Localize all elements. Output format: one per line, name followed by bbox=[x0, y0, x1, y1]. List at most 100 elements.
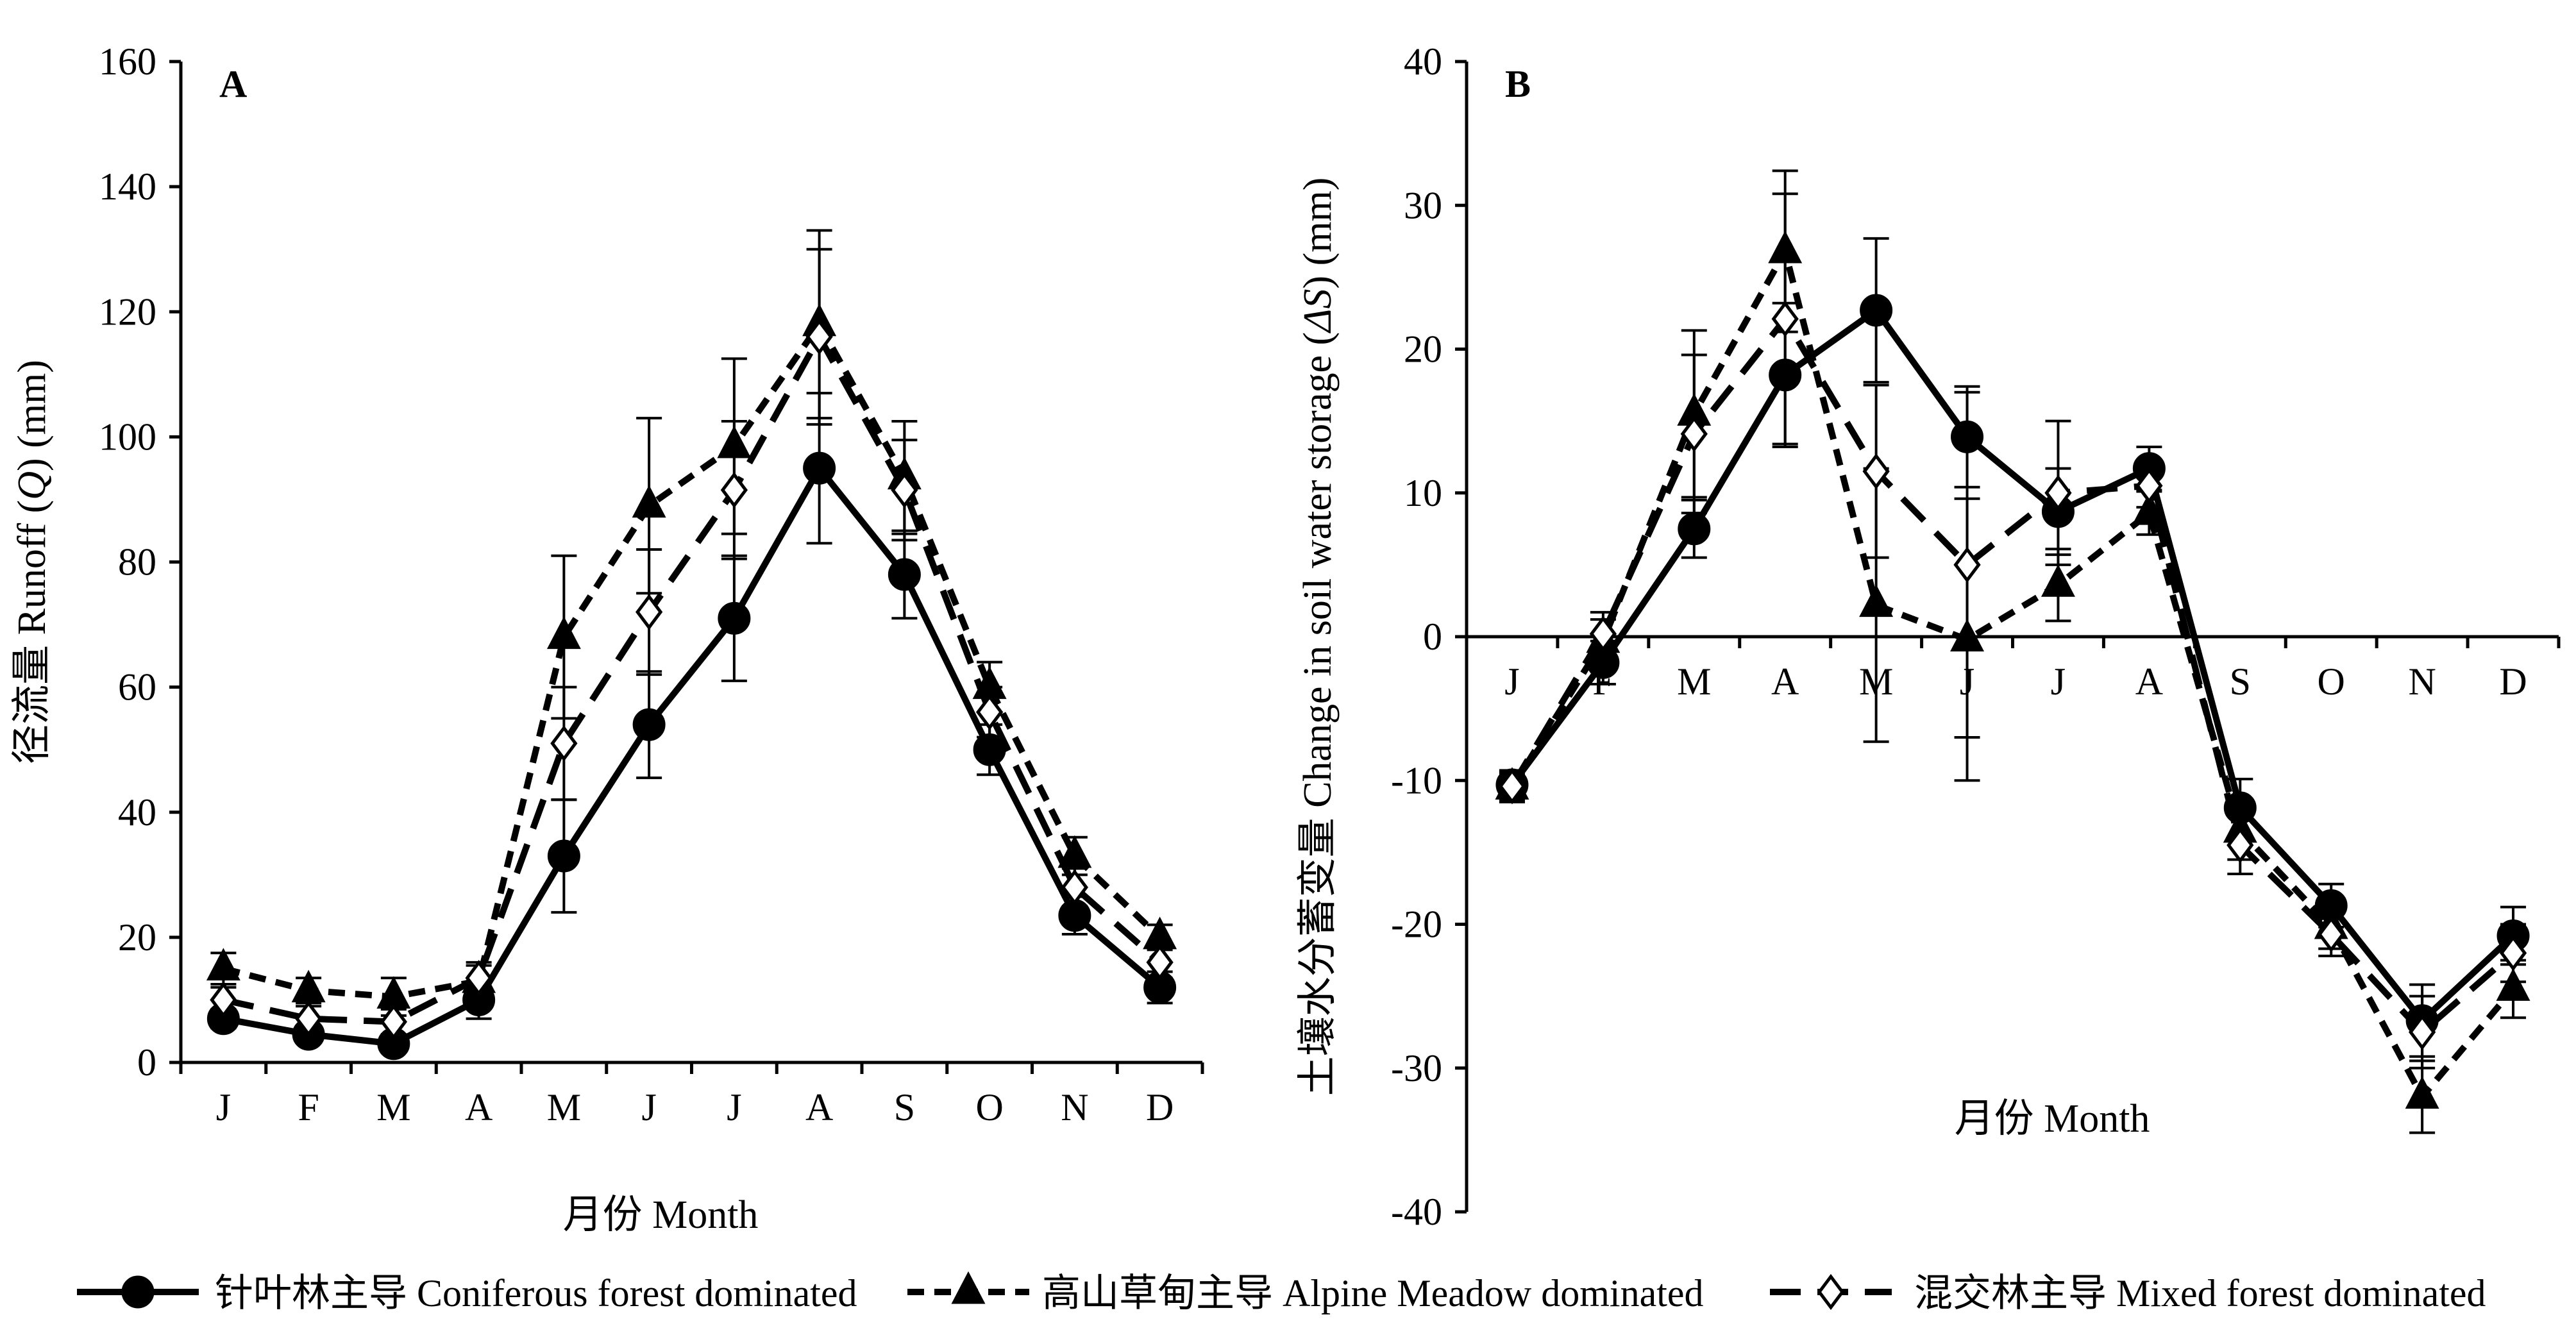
y-tick-label: 160 bbox=[99, 40, 156, 83]
series-line bbox=[1509, 315, 2516, 1036]
x-tick-label: M bbox=[376, 1086, 410, 1128]
x-tick-label: S bbox=[2230, 660, 2251, 703]
series-3 bbox=[1498, 192, 2527, 1069]
data-point bbox=[465, 960, 492, 996]
x-tick-label: F bbox=[298, 1086, 319, 1128]
data-point bbox=[1061, 869, 1088, 905]
legend-item-2: 高山草甸主导 Alpine Meadow dominated bbox=[907, 1271, 1704, 1314]
x-tick-label: O bbox=[2318, 660, 2345, 703]
legend-item-3: 混交林主导 Mixed forest dominated bbox=[1770, 1272, 2486, 1314]
data-point bbox=[210, 982, 237, 1018]
series-3 bbox=[210, 247, 1174, 1040]
data-point bbox=[1143, 916, 1177, 950]
x-tick-label: N bbox=[1061, 1086, 1088, 1128]
series-line bbox=[1509, 248, 2516, 1100]
y-tick-label: 10 bbox=[1404, 472, 1442, 514]
y-tick-label: 20 bbox=[118, 916, 156, 959]
x-tick-label: J bbox=[641, 1086, 656, 1128]
data-point bbox=[2044, 474, 2072, 511]
data-point bbox=[206, 948, 240, 981]
x-tick-label: A bbox=[805, 1086, 833, 1128]
x-tick-label: J bbox=[2051, 660, 2066, 703]
y-tick-label: 140 bbox=[99, 165, 156, 208]
data-point bbox=[2405, 1076, 2439, 1109]
data-point bbox=[295, 1000, 323, 1037]
series-line bbox=[223, 321, 1163, 1000]
series-2 bbox=[206, 229, 1177, 1017]
series-line bbox=[223, 333, 1162, 1025]
y-tick-label: 60 bbox=[118, 666, 156, 709]
data-point bbox=[1589, 616, 1617, 652]
series-line bbox=[223, 465, 1162, 1047]
data-point bbox=[1057, 835, 1092, 868]
y-tick-label: 40 bbox=[118, 791, 156, 834]
data-point bbox=[720, 472, 748, 508]
y-tick-label: 120 bbox=[99, 290, 156, 333]
data-point bbox=[2496, 968, 2530, 1001]
data-point bbox=[2227, 826, 2254, 864]
data-point bbox=[2318, 916, 2345, 953]
data-point bbox=[1146, 944, 1174, 981]
legend-label: 混交林主导 Mixed forest dominated bbox=[1914, 1272, 2486, 1314]
x-tick-label: M bbox=[1677, 660, 1711, 703]
legend-label: 高山草甸主导 Alpine Meadow dominated bbox=[1042, 1272, 1704, 1314]
y-tick-label: 20 bbox=[1404, 328, 1442, 371]
series-2 bbox=[1495, 169, 2530, 1134]
legend-marker bbox=[1817, 1273, 1845, 1311]
panel-label: B bbox=[1505, 63, 1531, 105]
x-tick-label: A bbox=[2135, 660, 2163, 703]
data-point bbox=[1498, 768, 1526, 805]
y-tick-label: -30 bbox=[1391, 1047, 1442, 1089]
x-tick-label: J bbox=[1504, 660, 1519, 703]
data-point bbox=[636, 594, 663, 630]
x-tick-label: O bbox=[975, 1086, 1003, 1128]
series-1 bbox=[206, 392, 1177, 1061]
data-point bbox=[2499, 935, 2527, 971]
y-tick-label: 80 bbox=[118, 541, 156, 583]
x-tick-label: D bbox=[2499, 660, 2527, 703]
data-point bbox=[2409, 1014, 2436, 1050]
x-tick-label: S bbox=[894, 1086, 915, 1128]
data-point bbox=[380, 1003, 407, 1040]
data-point bbox=[888, 558, 921, 591]
data-point bbox=[1953, 546, 1981, 583]
legend: 针叶林主导 Coniferous forest dominated 高山草甸主导 … bbox=[77, 1271, 2486, 1314]
data-point bbox=[1860, 294, 1893, 327]
data-point bbox=[1859, 584, 1894, 617]
legend-marker bbox=[121, 1275, 155, 1309]
data-point bbox=[1678, 512, 1711, 546]
data-point bbox=[1771, 301, 1799, 337]
x-tick-label: J bbox=[727, 1086, 741, 1128]
y-axis-title: 土壤水分蓄变量 Change in soil water storage (ΔS… bbox=[1296, 178, 1340, 1096]
x-axis-title: 月份 Month bbox=[1955, 1097, 2150, 1141]
data-point bbox=[291, 969, 326, 1003]
x-tick-label: M bbox=[547, 1086, 581, 1128]
data-point bbox=[976, 694, 1004, 730]
data-point bbox=[891, 472, 918, 508]
x-axis-title: 月份 Month bbox=[563, 1193, 759, 1237]
x-tick-label: N bbox=[2408, 660, 2436, 703]
y-tick-label: -40 bbox=[1391, 1191, 1442, 1233]
legend-item-1: 针叶林主导 Coniferous forest dominated bbox=[77, 1272, 857, 1314]
x-tick-label: D bbox=[1146, 1086, 1174, 1128]
y-tick-label: -20 bbox=[1391, 903, 1442, 946]
y-tick-label: -10 bbox=[1391, 759, 1442, 801]
x-tick-label: J bbox=[216, 1086, 231, 1128]
y-tick-label: 100 bbox=[99, 415, 156, 458]
data-point bbox=[718, 601, 751, 635]
data-point bbox=[805, 319, 833, 355]
x-tick-label: A bbox=[1771, 660, 1799, 703]
panel-a: 0 20 40 60 80 100 120 140 160 J F M A M J J A S O N D A 月份 Mon… bbox=[10, 40, 1204, 1237]
data-point bbox=[2041, 564, 2075, 597]
series-line bbox=[1509, 306, 2516, 1024]
data-point bbox=[1680, 415, 1708, 452]
panel-b: -40-30-20-10010203040JFMAMJJASONDB月份 Mon… bbox=[1296, 40, 2561, 1233]
data-point bbox=[550, 725, 578, 762]
y-tick-label: 0 bbox=[1423, 616, 1442, 658]
y-axis-title: 径流量 Runoff (Q) (mm) bbox=[10, 360, 54, 764]
data-point bbox=[2135, 467, 2163, 504]
y-tick-label: 0 bbox=[137, 1041, 156, 1084]
y-tick-label: 30 bbox=[1404, 184, 1442, 226]
data-point bbox=[632, 485, 666, 518]
